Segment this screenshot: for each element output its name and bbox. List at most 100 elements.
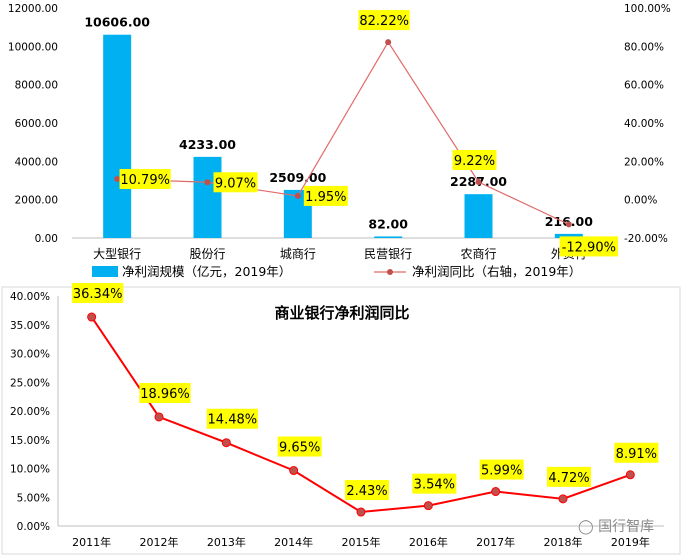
bottom-category-label: 2012年 xyxy=(140,535,179,549)
net-profit-value-label-bg xyxy=(479,459,524,480)
bottom-tick-label: 0.00% xyxy=(17,521,50,533)
net-profit-marker xyxy=(289,466,299,476)
net-profit-value-label-text: 3.54% xyxy=(414,478,455,493)
yoy-marker xyxy=(204,179,211,186)
bottom-category-label: 2011年 xyxy=(72,535,111,549)
net-profit-value-label: 2.43% xyxy=(345,480,389,501)
yoy-value-label-bg xyxy=(303,185,348,206)
bottom-tick-label: 30.00% xyxy=(10,349,50,361)
net-profit-value-label-text: 5.99% xyxy=(481,464,522,479)
net-profit-marker xyxy=(87,312,97,322)
top-category-label: 农商行 xyxy=(460,246,496,261)
yoy-value-label-bg xyxy=(358,10,410,31)
net-profit-value-label-bg xyxy=(547,466,591,487)
bar-value-label: 10606.00 xyxy=(84,15,150,30)
yoy-marker xyxy=(385,39,392,46)
net-profit-value-label: 3.54% xyxy=(412,473,457,494)
bar-value-label: 4233.00 xyxy=(179,137,236,152)
watermark-text: 国行智库 xyxy=(598,519,655,535)
bottom-category-label: 2019年 xyxy=(611,535,650,549)
yoy-value-label-bg xyxy=(213,172,258,193)
net-profit-value-label-bg xyxy=(345,480,389,501)
top-category-label: 股份行 xyxy=(189,247,225,261)
yoy-value-label-text: 10.79% xyxy=(120,173,170,188)
top-chart: 0.00 2000.00 4000.00 6000.00 8000.00 10000.00… xyxy=(8,3,671,279)
bottom-category-label: 2017年 xyxy=(476,535,515,549)
net-profit-value-label-bg xyxy=(412,473,457,494)
yoy-value-label-bg xyxy=(119,168,171,189)
net-profit-value-label: 8.91% xyxy=(614,442,659,463)
bottom-tick-label: 15.00% xyxy=(10,435,50,447)
bar-value-label: 216.00 xyxy=(545,214,594,229)
left-tick-label: 6000.00 xyxy=(15,118,58,130)
net-profit-value-label-text: 2.43% xyxy=(346,484,387,499)
right-tick-label: 40.00% xyxy=(624,118,664,130)
yoy-value-label: 1.95% xyxy=(303,185,348,206)
bar xyxy=(554,233,583,238)
legend-line-marker xyxy=(387,269,393,275)
yoy-value-label-text: 9.07% xyxy=(215,176,256,191)
right-tick-label: 60.00% xyxy=(624,80,664,92)
bottom-tick-label: 25.00% xyxy=(10,377,50,389)
net-profit-value-label: 9.65% xyxy=(277,436,322,457)
left-tick-label: 12000.00 xyxy=(8,3,58,15)
bottom-category-label: 2015年 xyxy=(342,535,381,549)
yoy-value-label: 82.22% xyxy=(358,10,410,31)
top-category-label: 城商行 xyxy=(280,246,316,261)
legend-bar-label: 净利润规模（亿元，2019年） xyxy=(122,264,291,279)
net-profit-marker xyxy=(356,507,366,517)
yoy-value-label: -12.90% xyxy=(559,236,619,257)
net-profit-value-label-text: 9.65% xyxy=(279,441,320,456)
right-tick-label: -20.00% xyxy=(624,233,668,245)
right-tick-label: 80.00% xyxy=(624,41,664,53)
net-profit-value-label: 14.48% xyxy=(206,408,258,429)
bottom-category-label: 2014年 xyxy=(274,535,313,549)
legend-line-label: 净利润同比（右轴，2019年） xyxy=(412,264,581,279)
net-profit-value-label-text: 36.34% xyxy=(73,287,123,302)
left-tick-label: 4000.00 xyxy=(15,156,58,168)
wechat-icon: ◯ xyxy=(578,519,594,535)
bottom-tick-label: 40.00% xyxy=(10,291,50,303)
net-profit-value-label: 4.72% xyxy=(547,466,591,487)
net-profit-value-label-bg xyxy=(206,408,258,429)
yoy-value-label-bg xyxy=(559,236,619,257)
yoy-value-label: 10.79% xyxy=(119,168,171,189)
bar xyxy=(464,194,493,238)
right-tick-label: 20.00% xyxy=(624,156,664,168)
yoy-marker xyxy=(294,192,301,199)
bar-value-label: 82.00 xyxy=(368,216,408,231)
net-profit-value-label-text: 8.91% xyxy=(616,447,657,462)
yoy-value-label-bg xyxy=(452,149,497,170)
bottom-category-label: 2018年 xyxy=(544,535,583,549)
yoy-value-label-text: -12.90% xyxy=(562,240,616,255)
left-tick-label: 8000.00 xyxy=(15,80,58,92)
left-tick-label: 2000.00 xyxy=(15,195,58,207)
net-profit-value-label-bg xyxy=(277,436,322,457)
net-profit-value-label-text: 4.72% xyxy=(548,471,589,486)
net-profit-value-label: 36.34% xyxy=(72,283,124,304)
net-profit-marker xyxy=(491,487,501,497)
net-profit-marker xyxy=(558,494,568,504)
bar xyxy=(374,236,403,238)
bottom-tick-label: 5.00% xyxy=(17,492,50,504)
net-profit-value-label-bg xyxy=(72,283,124,304)
net-profit-marker xyxy=(625,470,635,480)
net-profit-value-label-bg xyxy=(614,442,659,463)
net-profit-value-label-text: 18.96% xyxy=(140,387,190,402)
bottom-chart: 0.00% 5.00% 10.00% 15.00% 20.00% 25.00% 30.00%… xyxy=(1,283,681,555)
bottom-tick-label: 20.00% xyxy=(10,406,50,418)
legend-bar-swatch xyxy=(92,266,118,277)
net-profit-value-label: 18.96% xyxy=(139,382,191,403)
net-profit-marker xyxy=(154,412,164,422)
bottom-tick-label: 35.00% xyxy=(10,320,50,332)
right-tick-label: 0.00% xyxy=(624,195,657,207)
bottom-chart-frame xyxy=(1,286,681,555)
net-profit-marker xyxy=(423,501,433,511)
bar xyxy=(193,156,222,238)
yoy-series-line xyxy=(117,40,570,225)
bar xyxy=(103,34,132,238)
yoy-marker xyxy=(114,175,121,182)
bottom-tick-label: 10.00% xyxy=(10,464,50,476)
yoy-value-label-text: 9.22% xyxy=(454,154,495,169)
